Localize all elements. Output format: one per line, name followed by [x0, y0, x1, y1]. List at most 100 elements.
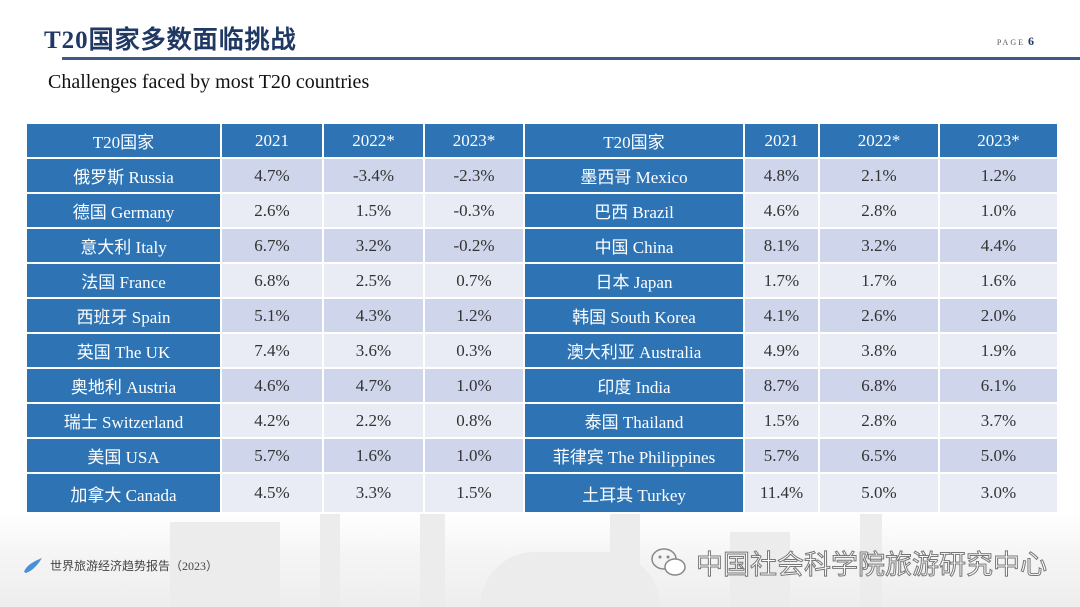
country-cell: 中国 China — [523, 227, 745, 264]
growth-cell: 2.6% — [220, 192, 324, 229]
growth-cell: 6.5% — [818, 437, 940, 474]
table-row: 意大利 Italy 6.7% 3.2% -0.2% 中国 China 8.1% 3.2% 4.… — [25, 227, 1059, 264]
growth-cell: 4.3% — [322, 297, 425, 334]
table-header-row: T20国家 2021 2022* 2023* T20国家 2021 2022* … — [25, 122, 1059, 159]
table-row: 美国 USA 5.7% 1.6% 1.0% 菲律宾 The Philippines 5.7… — [25, 437, 1059, 474]
country-cell: 法国 France — [25, 262, 222, 299]
growth-cell: 4.2% — [220, 402, 324, 439]
growth-cell: 11.4% — [743, 472, 820, 514]
growth-cell: 1.5% — [743, 402, 820, 439]
growth-cell: 3.0% — [938, 472, 1059, 514]
column-header: T20国家 — [25, 122, 222, 159]
country-cell: 俄罗斯 Russia — [25, 157, 222, 194]
watermark-text: 中国社会科学院旅游研究中心 — [696, 550, 1048, 582]
growth-cell: 6.1% — [938, 367, 1059, 404]
growth-cell: 8.7% — [743, 367, 820, 404]
country-cell: 西班牙 Spain — [25, 297, 222, 334]
growth-cell: 0.3% — [423, 332, 525, 369]
growth-cell: 1.9% — [938, 332, 1059, 369]
pen-icon — [24, 558, 42, 573]
report-name: 世界旅游经济趋势报告（2023） — [50, 558, 219, 573]
country-cell: 墨西哥 Mexico — [523, 157, 745, 194]
growth-cell: 4.4% — [938, 227, 1059, 264]
growth-cell: 4.7% — [220, 157, 324, 194]
growth-cell: 1.0% — [423, 437, 525, 474]
country-cell: 泰国 Thailand — [523, 402, 745, 439]
growth-cell: 8.1% — [743, 227, 820, 264]
growth-cell: 5.1% — [220, 297, 324, 334]
country-cell: 印度 India — [523, 367, 745, 404]
growth-cell: 4.9% — [743, 332, 820, 369]
growth-cell: 1.2% — [423, 297, 525, 334]
growth-cell: 1.0% — [938, 192, 1059, 229]
growth-cell: 1.6% — [322, 437, 425, 474]
column-header: 2023* — [423, 122, 525, 159]
table-row: 德国 Germany 2.6% 1.5% -0.3% 巴西 Brazil 4.6% 2.8%… — [25, 192, 1059, 229]
growth-cell: 4.6% — [220, 367, 324, 404]
growth-cell: 3.3% — [322, 472, 425, 514]
page-title: T20国家多数面临挑战 — [44, 27, 297, 54]
growth-cell: 3.2% — [818, 227, 940, 264]
column-header: 2021 — [220, 122, 324, 159]
growth-cell: 2.5% — [322, 262, 425, 299]
growth-cell: 6.8% — [818, 367, 940, 404]
growth-cell: 2.6% — [818, 297, 940, 334]
growth-cell: 1.7% — [818, 262, 940, 299]
column-header: 2023* — [938, 122, 1059, 159]
growth-cell: 0.7% — [423, 262, 525, 299]
page-number: 6 — [1028, 34, 1034, 48]
column-header: 2021 — [743, 122, 820, 159]
country-cell: 奥地利 Austria — [25, 367, 222, 404]
country-cell: 英国 The UK — [25, 332, 222, 369]
growth-cell: 2.0% — [938, 297, 1059, 334]
country-cell: 加拿大 Canada — [25, 472, 222, 514]
growth-cell: 4.6% — [743, 192, 820, 229]
growth-cell: -2.3% — [423, 157, 525, 194]
subtitle: Challenges faced by most T20 countries — [48, 71, 370, 93]
country-cell: 日本 Japan — [523, 262, 745, 299]
column-header: 2022* — [322, 122, 425, 159]
growth-cell: 3.8% — [818, 332, 940, 369]
growth-cell: 3.6% — [322, 332, 425, 369]
growth-cell: 5.7% — [220, 437, 324, 474]
growth-cell: 2.2% — [322, 402, 425, 439]
table-row: 英国 The UK 7.4% 3.6% 0.3% 澳大利亚 Australia 4.9% 3… — [25, 332, 1059, 369]
growth-cell: 3.2% — [322, 227, 425, 264]
title-divider — [62, 57, 1080, 60]
growth-cell: 4.8% — [743, 157, 820, 194]
report-footer: 世界旅游经济趋势报告（2023） — [22, 556, 218, 574]
country-cell: 意大利 Italy — [25, 227, 222, 264]
growth-cell: 1.7% — [743, 262, 820, 299]
growth-cell: 1.2% — [938, 157, 1059, 194]
table-row: 加拿大 Canada 4.5% 3.3% 1.5% 土耳其 Turkey 11.4% 5.0… — [25, 472, 1059, 514]
page-indicator: PAGE 6 — [997, 34, 1034, 49]
growth-cell: 5.7% — [743, 437, 820, 474]
growth-cell: 2.1% — [818, 157, 940, 194]
growth-cell: -0.3% — [423, 192, 525, 229]
wechat-icon — [651, 547, 686, 576]
skyline-background — [0, 512, 1080, 607]
watermark: 中国社会科学院旅游研究中心 — [650, 543, 1048, 582]
growth-cell: 2.8% — [818, 192, 940, 229]
column-header: 2022* — [818, 122, 940, 159]
table-row: 西班牙 Spain 5.1% 4.3% 1.2% 韩国 South Korea 4.1% 2… — [25, 297, 1059, 334]
growth-cell: 4.5% — [220, 472, 324, 514]
growth-cell: -0.2% — [423, 227, 525, 264]
country-cell: 澳大利亚 Australia — [523, 332, 745, 369]
growth-cell: 4.7% — [322, 367, 425, 404]
page-label: PAGE — [996, 38, 1025, 47]
table-row: 法国 France 6.8% 2.5% 0.7% 日本 Japan 1.7% 1.7% 1.6… — [25, 262, 1059, 299]
growth-cell: -3.4% — [322, 157, 425, 194]
growth-cell: 5.0% — [938, 437, 1059, 474]
country-cell: 菲律宾 The Philippines — [523, 437, 745, 474]
country-cell: 巴西 Brazil — [523, 192, 745, 229]
growth-cell: 2.8% — [818, 402, 940, 439]
country-cell: 土耳其 Turkey — [523, 472, 745, 514]
country-cell: 瑞士 Switzerland — [25, 402, 222, 439]
country-cell: 美国 USA — [25, 437, 222, 474]
table-row: 瑞士 Switzerland 4.2% 2.2% 0.8% 泰国 Thailand 1.5… — [25, 402, 1059, 439]
growth-cell: 1.6% — [938, 262, 1059, 299]
column-header: T20国家 — [523, 122, 745, 159]
growth-cell: 0.8% — [423, 402, 525, 439]
growth-cell: 1.5% — [423, 472, 525, 514]
